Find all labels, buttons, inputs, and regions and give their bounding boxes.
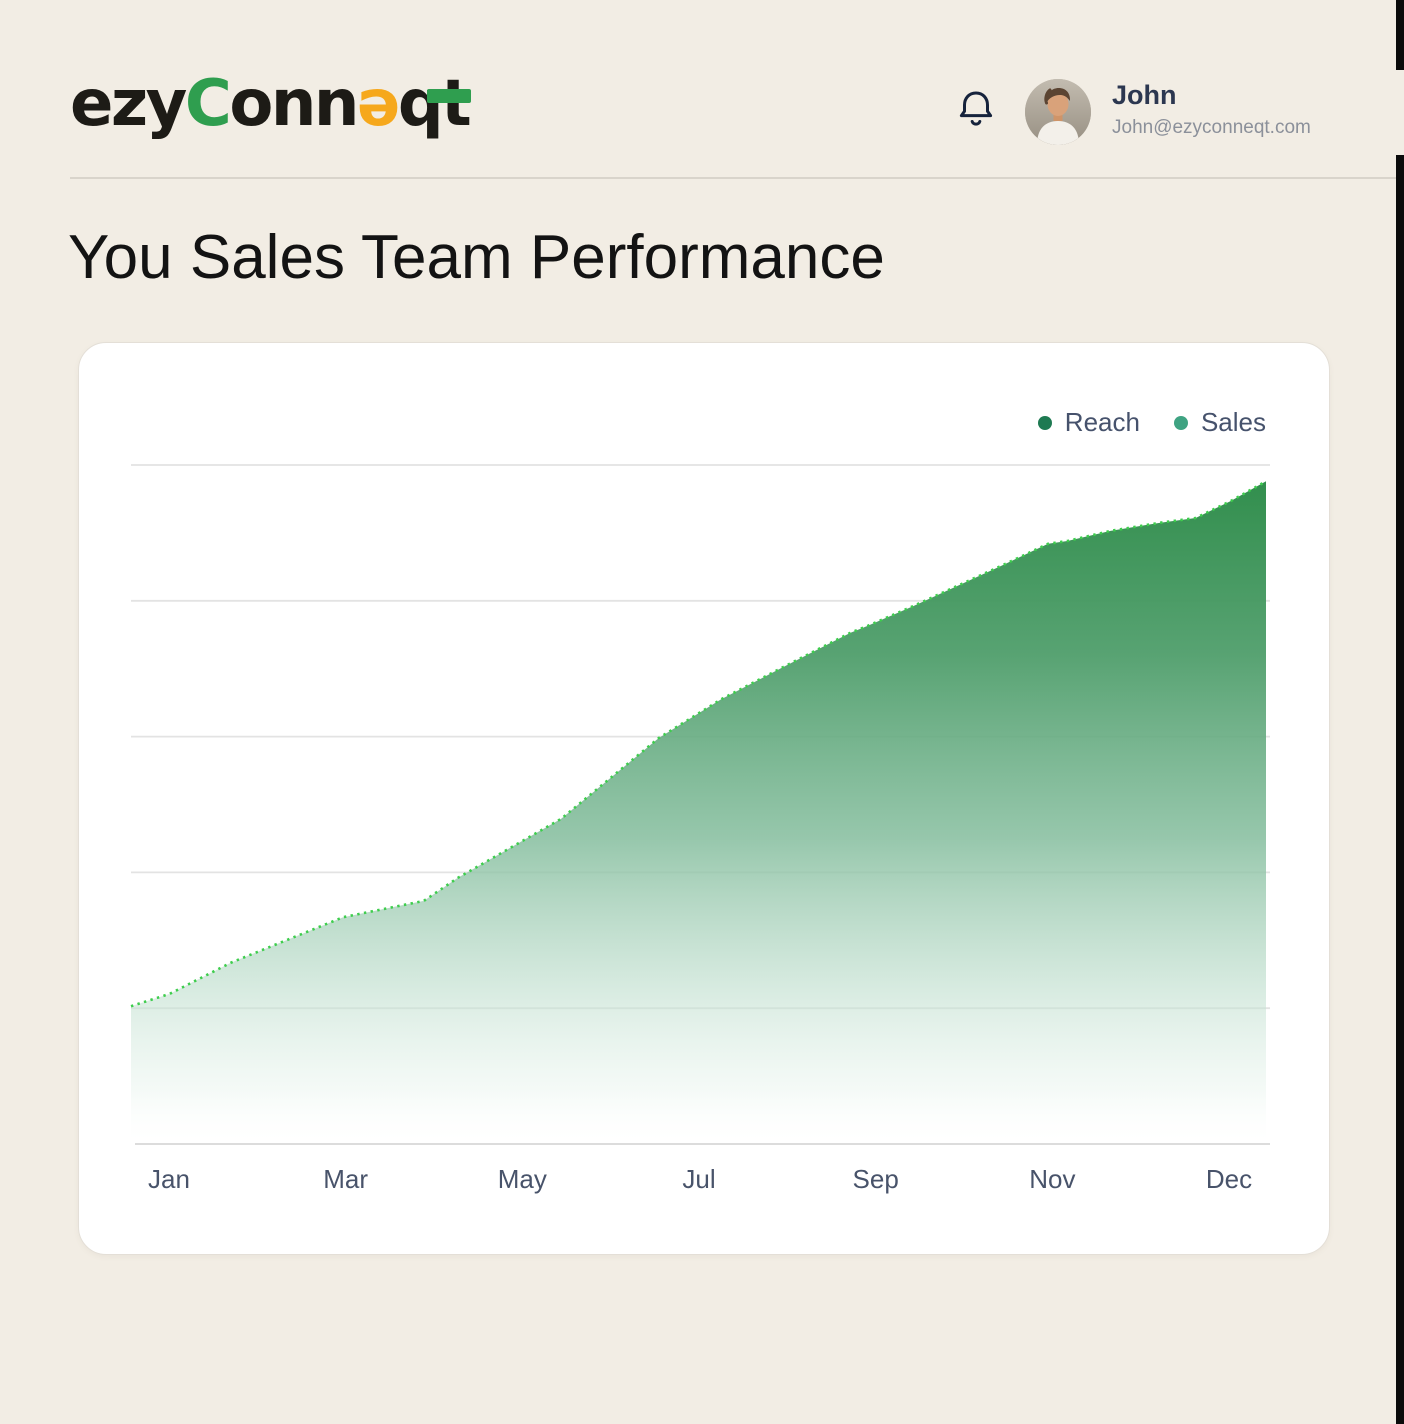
app-logo[interactable]: ezyConnəqt <box>70 67 472 141</box>
notifications-button[interactable] <box>955 88 997 134</box>
reach-area-series <box>131 481 1266 1144</box>
legend-label-sales: Sales <box>1200 407 1266 437</box>
logo-part-ezy: ezy <box>70 67 187 141</box>
logo-t-crossbar <box>427 89 472 103</box>
user-info[interactable]: John John@ezyconneqt.com <box>1112 80 1311 139</box>
performance-area-chart: Jan Mar May Jul Sep Nov Dec <box>130 464 1270 1194</box>
x-tick-label: Jan <box>148 1164 190 1194</box>
logo-part-q: q <box>397 67 444 141</box>
x-tick-label: Sep <box>853 1164 899 1194</box>
logo-part-schwa: ə <box>356 67 400 141</box>
screen-edge-bar-bottom <box>1396 155 1404 1424</box>
x-axis-tick-labels: Jan Mar May Jul Sep Nov Dec <box>148 1164 1252 1194</box>
bell-icon <box>959 91 993 126</box>
avatar[interactable] <box>1025 79 1091 145</box>
user-name: John <box>1112 80 1177 110</box>
screen-edge-bar-top <box>1396 0 1404 70</box>
app-header: ezyConnəqt <box>0 0 1404 179</box>
chart-legend: Reach Sales <box>1037 407 1266 438</box>
header-divider <box>70 177 1404 179</box>
x-tick-label: Jul <box>682 1164 715 1194</box>
sales-performance-card: Jan Mar May Jul Sep Nov Dec Reach Sales <box>78 342 1330 1255</box>
logo-part-c: C <box>184 67 232 141</box>
x-tick-label: Dec <box>1206 1164 1252 1194</box>
user-email: John@ezyconneqt.com <box>1112 117 1311 139</box>
x-tick-label: Mar <box>323 1164 368 1194</box>
x-tick-label: May <box>498 1164 547 1194</box>
page-title: You Sales Team Performance <box>68 223 885 292</box>
legend-item-reach[interactable]: Reach <box>1037 407 1140 438</box>
logo-part-onn: onn <box>229 67 359 141</box>
legend-label-reach: Reach <box>1064 407 1140 437</box>
x-tick-label: Nov <box>1029 1164 1075 1194</box>
sales-legend-dot-icon <box>1173 415 1188 430</box>
reach-legend-dot-icon <box>1037 415 1052 430</box>
logo-part-t: t <box>427 72 472 136</box>
legend-item-sales[interactable]: Sales <box>1173 407 1266 438</box>
avatar-photo <box>1025 79 1091 145</box>
